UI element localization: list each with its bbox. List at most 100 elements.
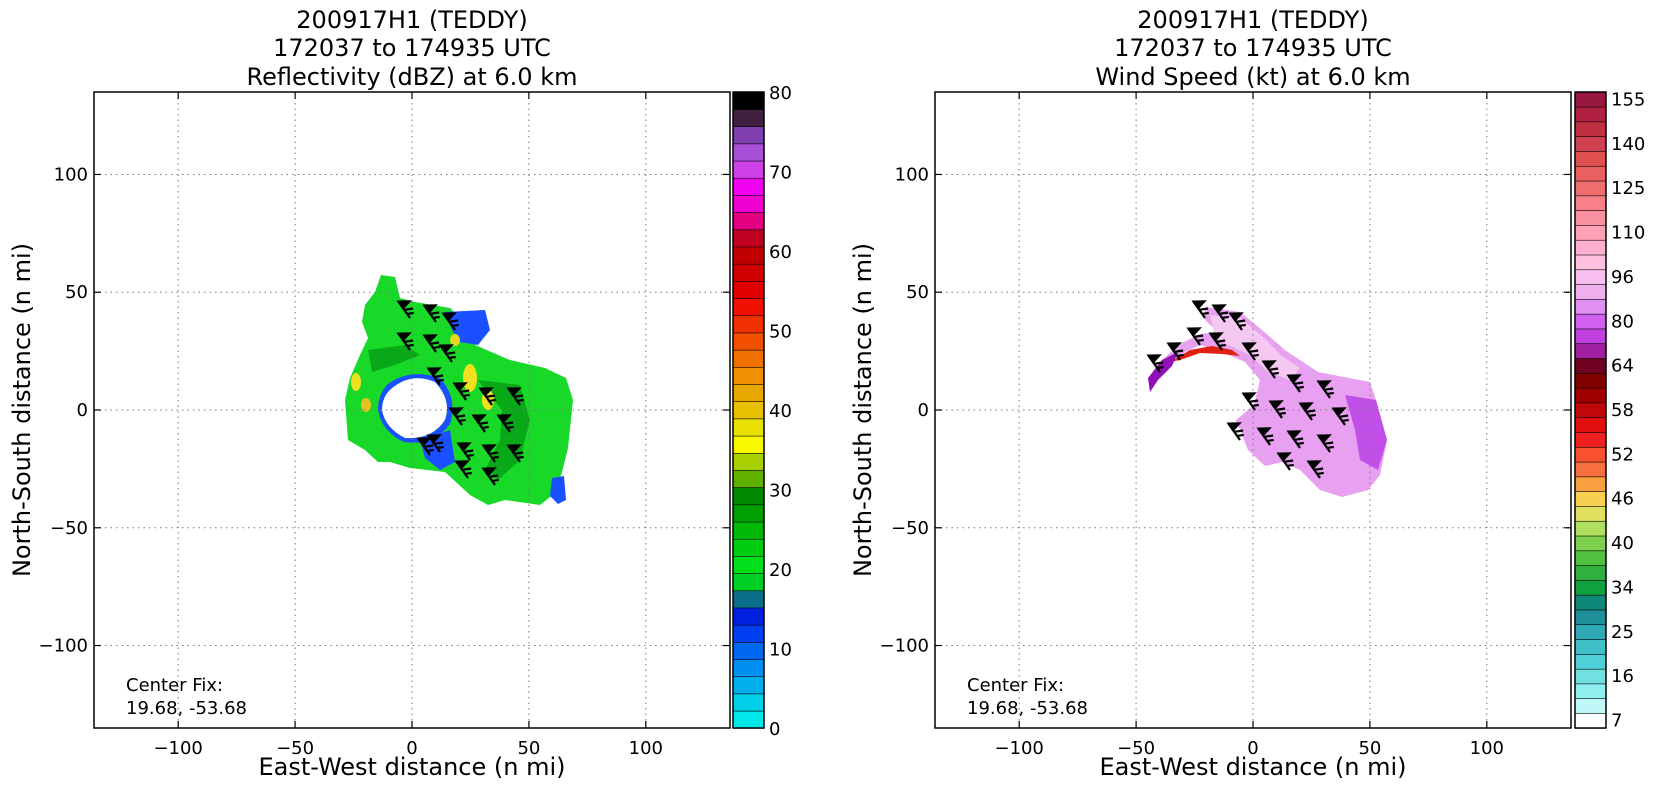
reflectivity-cell-5 [450, 334, 460, 346]
colorbar-swatch [1574, 446, 1607, 463]
wind-speed-wind-barbs [1146, 300, 1349, 479]
chart-title-line-3: Reflectivity (dBZ) at 6.0 km [247, 63, 578, 91]
wind-barb [422, 304, 440, 323]
colorbar-swatch [1574, 269, 1607, 285]
colorbar-swatch [1574, 476, 1607, 492]
wind-barb [1211, 304, 1229, 323]
wind-barb [1268, 400, 1286, 419]
colorbar-swatch [732, 641, 765, 660]
y-tick-label: −50 [50, 518, 88, 539]
wind-speed-field-strong [1345, 395, 1387, 470]
y-tick-label: 100 [895, 164, 929, 185]
wind-barb [448, 407, 466, 426]
colorbar-swatch [732, 126, 765, 145]
colorbar-swatch [1574, 328, 1607, 345]
wind-barb [456, 442, 474, 461]
wind-barb [1241, 342, 1259, 361]
y-tick-label: −100 [880, 636, 929, 657]
colorbar-swatch [732, 383, 765, 403]
colorbar-swatch [1574, 461, 1607, 478]
colorbar-swatch [732, 658, 765, 678]
colorbar-swatch [1574, 565, 1607, 581]
wind-barb [481, 444, 499, 463]
reflectivity-colorbar: 0 10 20 30 40 50 60 70 80 [732, 83, 792, 740]
wind-barb [1316, 434, 1334, 453]
x-axis-label: East-West distance (n mi) [258, 753, 565, 781]
colorbar-swatch [1574, 195, 1607, 211]
wind-barb [422, 334, 440, 353]
colorbar-swatch [1574, 505, 1607, 522]
colorbar-tick-label: 125 [1611, 178, 1645, 199]
colorbar-swatch [1574, 224, 1607, 241]
colorbar-swatch [1574, 210, 1607, 226]
colorbar-swatch [732, 160, 765, 179]
colorbar-swatch [732, 194, 765, 213]
colorbar-frame [1574, 91, 1607, 729]
wind-speed-colorbar: 7 16 25 34 40 46 52 58 64 80 96 110 125 140 155 [1574, 89, 1645, 732]
x-tick-label: −50 [276, 738, 314, 759]
colorbar-swatch [1574, 579, 1607, 596]
x-tick-label: −100 [994, 738, 1043, 759]
colorbar-tick-label: 40 [769, 401, 792, 422]
colorbar-swatch [1574, 298, 1607, 315]
wind-speed-grid [935, 92, 1571, 728]
colorbar-swatch [1574, 594, 1607, 611]
wind-speed-field-core-violet [1148, 352, 1178, 392]
colorbar-swatch [732, 538, 765, 557]
wind-barb [454, 460, 472, 479]
reflectivity-y-ticks: −100 −50 0 50 100 [39, 164, 730, 657]
wind-barb [1286, 430, 1304, 449]
y-tick-label: 50 [906, 282, 929, 303]
colorbar-swatch [732, 452, 765, 471]
colorbar-tick-label: 52 [1611, 444, 1634, 465]
chart-title-line-1: 200917H1 (TEDDY) [1137, 6, 1368, 34]
colorbar-swatch [1574, 357, 1607, 374]
colorbar-frame [732, 91, 765, 729]
wind-barb [496, 414, 514, 433]
colorbar-swatch [732, 280, 765, 299]
wind-speed-field-core-red [1170, 346, 1240, 362]
colorbar-swatch [1574, 239, 1607, 256]
colorbar-tick-label: 60 [769, 242, 792, 263]
colorbar-tick-label: 140 [1611, 134, 1645, 155]
wind-speed-panel: 200917H1 (TEDDY) 172037 to 174935 UTC Wi… [849, 6, 1645, 781]
colorbar-tick-label: 0 [769, 719, 780, 740]
colorbar-swatch [1574, 550, 1607, 566]
x-tick-label: 50 [1358, 738, 1381, 759]
reflectivity-echo-blue-se [550, 476, 566, 504]
chart-title-line-1: 200917H1 (TEDDY) [296, 6, 527, 34]
wind-barb [452, 382, 470, 401]
colorbar-swatch [732, 91, 765, 110]
colorbar-swatch [732, 487, 765, 506]
colorbar-swatch [1574, 609, 1607, 626]
colorbar-swatch [1574, 491, 1607, 507]
colorbar-swatch [1574, 624, 1607, 640]
colorbar-swatch [1574, 402, 1607, 418]
colorbar-swatch [1574, 254, 1607, 271]
reflectivity-eye [382, 378, 448, 439]
colorbar-swatch [1574, 180, 1607, 197]
y-tick-label: 0 [918, 400, 929, 421]
center-fix-coordinates: 19.68, -53.68 [126, 698, 247, 719]
x-tick-label: 100 [1470, 738, 1504, 759]
x-tick-label: 50 [517, 738, 540, 759]
reflectivity-panel: 200917H1 (TEDDY) 172037 to 174935 UTC Re… [8, 6, 792, 781]
x-tick-label: 0 [1247, 738, 1258, 759]
wind-barb [441, 312, 459, 331]
colorbar-swatch [1574, 535, 1607, 552]
colorbar-swatch [732, 710, 765, 729]
colorbar-swatch [1574, 387, 1607, 404]
colorbar-swatch [732, 555, 765, 574]
colorbar-swatch [732, 229, 765, 248]
wind-barb [1208, 332, 1226, 351]
colorbar-swatch [732, 108, 765, 127]
wind-speed-y-ticks: −100 −50 0 50 100 [880, 164, 1571, 657]
colorbar-swatch [1574, 165, 1607, 182]
colorbar-swatch [732, 590, 765, 609]
colorbar-swatch [1574, 417, 1607, 433]
colorbar-tick-label: 80 [1611, 311, 1634, 332]
center-fix-label: Center Fix: [126, 675, 223, 696]
colorbar-swatch [732, 469, 765, 488]
wind-barb [1306, 460, 1324, 479]
